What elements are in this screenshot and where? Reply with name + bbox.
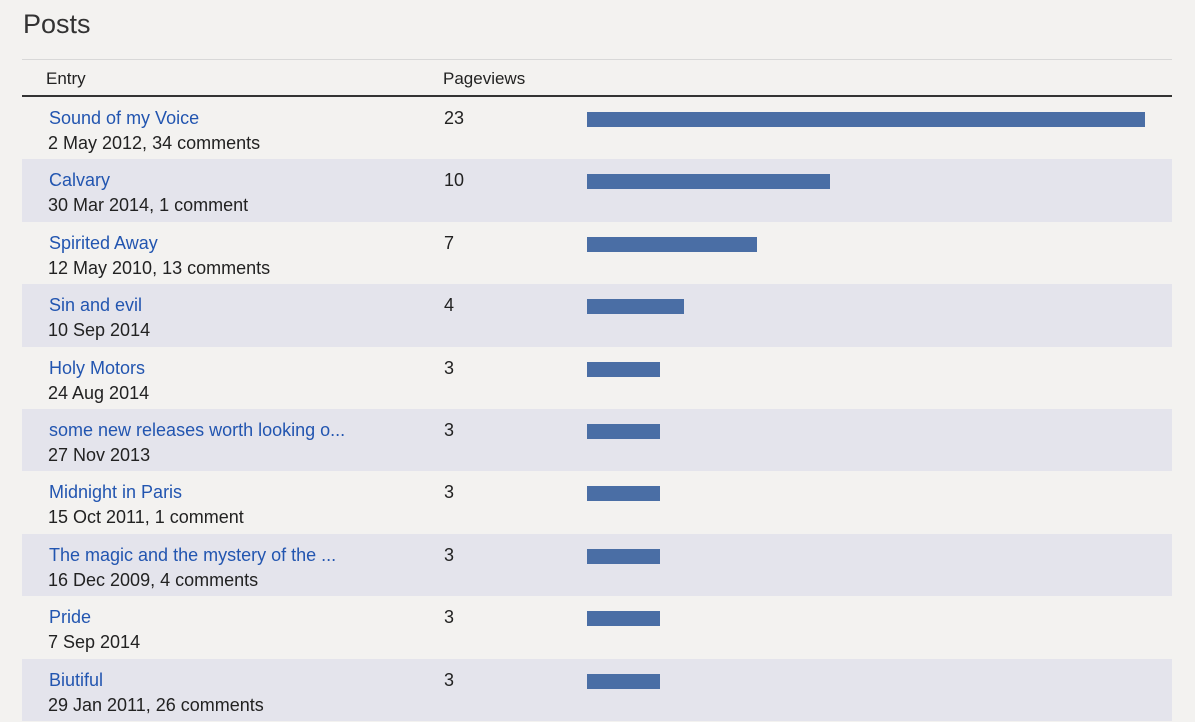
pageview-count: 3 [444, 357, 455, 378]
table-row: some new releases worth looking o... 27 N… [22, 408, 1172, 472]
pageview-bar [587, 486, 660, 502]
pageview-bar [587, 548, 660, 564]
post-title-link[interactable]: Sin and evil [49, 295, 143, 316]
table-row: Pride 7 Sep 2014 3 [22, 596, 1172, 658]
pageview-count: 3 [444, 482, 455, 503]
post-meta: 30 Mar 2014, 1 comment [48, 195, 249, 216]
posts-table: Entry Pageviews Sound of my Voice 2 May 2… [22, 59, 1172, 721]
post-meta: 12 May 2010, 13 comments [48, 257, 271, 278]
pageview-bar [587, 673, 660, 689]
pageview-count: 23 [444, 108, 465, 128]
table-row: Sin and evil 10 Sep 2014 4 [22, 284, 1172, 347]
table-row: Biutiful 29 Jan 2011, 26 comments 3 [22, 658, 1172, 721]
pageview-bar [587, 112, 1145, 127]
table-row: Spirited Away 12 May 2010, 13 comments 7 [22, 222, 1172, 284]
pageview-bar [587, 174, 830, 190]
column-header-pageviews: Pageviews [443, 69, 526, 88]
pageview-bar [587, 611, 660, 627]
pageview-count: 3 [444, 607, 455, 628]
table-header: Entry Pageviews [22, 59, 1172, 97]
pageview-bar [587, 236, 757, 252]
post-title-link[interactable]: Spirited Away [49, 232, 158, 253]
post-title-link[interactable]: Biutiful [49, 669, 104, 690]
pageview-bar [587, 423, 660, 439]
post-meta: 10 Sep 2014 [48, 320, 151, 341]
table-row: Holy Motors 24 Aug 2014 3 [22, 347, 1172, 409]
post-title-link[interactable]: Midnight in Paris [49, 482, 183, 503]
post-meta: 2 May 2012, 34 comments [48, 133, 261, 153]
pageview-bar [587, 299, 684, 315]
post-title-link[interactable]: Holy Motors [49, 357, 146, 378]
table-row: Sound of my Voice 2 May 2012, 34 comments… [22, 97, 1172, 159]
post-title-link[interactable]: Pride [49, 607, 92, 628]
post-meta: 15 Oct 2011, 1 comment [48, 507, 244, 528]
pageview-count: 3 [444, 419, 455, 440]
post-title-link[interactable]: Calvary [49, 170, 111, 191]
post-meta: 7 Sep 2014 [48, 632, 141, 653]
table-row: Calvary 30 Mar 2014, 1 comment 10 [22, 159, 1172, 222]
post-meta: 24 Aug 2014 [48, 382, 150, 403]
pageview-count: 3 [444, 669, 455, 690]
table-row: Midnight in Paris 15 Oct 2011, 1 comment 3 [22, 471, 1172, 533]
post-title-link[interactable]: The magic and the mystery of the ... [49, 544, 337, 565]
post-title-link[interactable]: Sound of my Voice [49, 108, 200, 128]
pageview-count: 7 [444, 232, 455, 253]
page-title: Posts [23, 9, 91, 39]
post-meta: 27 Nov 2013 [48, 444, 151, 465]
post-meta: 16 Dec 2009, 4 comments [48, 569, 259, 590]
pageview-count: 4 [444, 295, 455, 316]
table-row: The magic and the mystery of the ... 16 D… [22, 533, 1172, 597]
post-title-link[interactable]: some new releases worth looking o... [49, 419, 346, 440]
pageview-count: 3 [444, 544, 455, 565]
table-body: Sound of my Voice 2 May 2012, 34 comments… [22, 97, 1172, 721]
pageview-bar [587, 361, 660, 377]
post-meta: 29 Jan 2011, 26 comments [48, 694, 264, 715]
column-header-entry: Entry [46, 69, 86, 88]
pageview-count: 10 [444, 170, 465, 191]
